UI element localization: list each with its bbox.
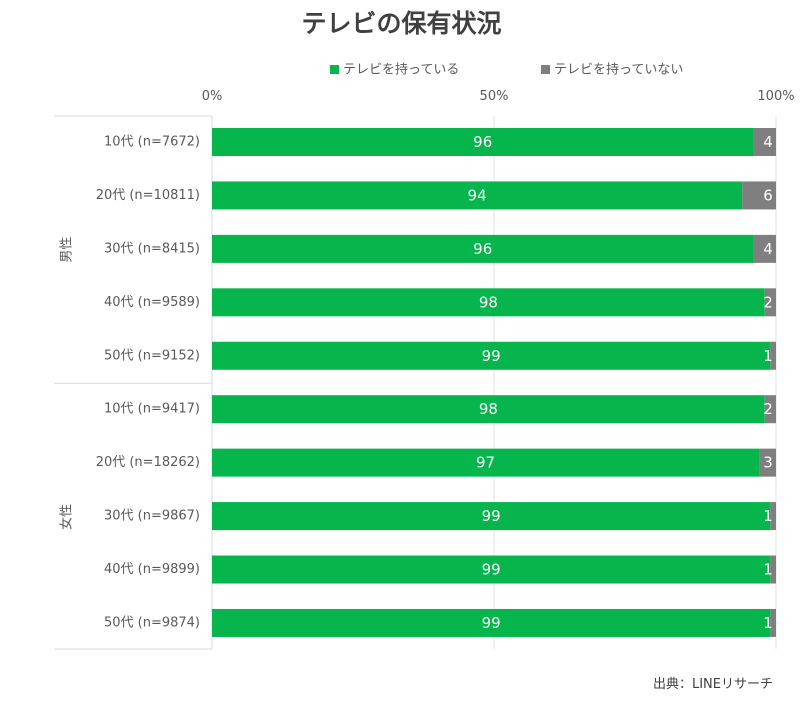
bar-owns-tv (212, 608, 771, 637)
category-label: 10代 (n=7672) (104, 135, 200, 150)
data-label-owns-tv: 99 (482, 614, 501, 632)
data-label-owns-tv: 97 (476, 454, 495, 472)
data-label-no-tv: 1 (763, 614, 773, 632)
bar-owns-tv (212, 288, 765, 317)
data-label-owns-tv: 98 (479, 400, 498, 418)
bar-owns-tv (212, 341, 771, 370)
group-label: 女性 (59, 504, 75, 530)
bar-no-tv (764, 288, 776, 317)
legend-label: テレビを持っている (343, 63, 459, 78)
bar-no-tv (759, 448, 776, 477)
bar-no-tv (770, 341, 776, 370)
x-tick-label: 0% (202, 89, 223, 104)
bar-no-tv (742, 181, 776, 210)
bar-no-tv (764, 395, 776, 424)
bar-no-tv (770, 608, 776, 637)
source-note: 出典：LINEリサーチ (652, 677, 773, 692)
category-label: 20代 (n=10811) (96, 188, 200, 203)
category-label: 30代 (n=8415) (104, 241, 200, 256)
legend-label: テレビを持っていない (554, 63, 683, 78)
x-tick-label: 50% (480, 89, 509, 104)
legend-swatch (330, 65, 339, 74)
bars: 96 4 94 6 96 4 98 2 99 1 98 2 97 3 99 1 99 1 99 1 (212, 128, 776, 637)
data-label-no-tv: 6 (763, 186, 773, 204)
bar-no-tv (753, 234, 776, 263)
data-label-owns-tv: 96 (473, 240, 492, 258)
category-labels: 10代 (n=7672) 20代 (n=10811) 30代 (n=8415) 40代… (96, 135, 200, 631)
data-label-owns-tv: 99 (482, 347, 501, 365)
data-label-owns-tv: 99 (482, 561, 501, 579)
data-label-no-tv: 3 (763, 454, 773, 472)
data-label-no-tv: 2 (763, 400, 773, 418)
group-label: 男性 (60, 237, 75, 263)
data-label-owns-tv: 99 (482, 507, 501, 525)
bar-no-tv (770, 502, 776, 531)
bar-owns-tv (212, 181, 743, 210)
category-label: 40代 (n=9899) (104, 562, 200, 577)
legend-swatch (541, 65, 550, 74)
data-label-no-tv: 1 (763, 347, 773, 365)
bar-owns-tv (212, 448, 760, 477)
category-label: 50代 (n=9874) (104, 615, 200, 630)
data-label-no-tv: 1 (763, 561, 773, 579)
x-axis-ticks: 0% 50% 100% (202, 89, 795, 104)
data-label-owns-tv: 94 (468, 186, 487, 204)
category-label: 20代 (n=18262) (96, 455, 200, 470)
bar-owns-tv (212, 395, 765, 424)
chart-title: テレビの保有状況 (301, 9, 502, 38)
x-tick-label: 100% (757, 89, 794, 104)
data-label-no-tv: 4 (763, 133, 773, 151)
category-label: 40代 (n=9589) (104, 295, 200, 310)
category-label: 30代 (n=9867) (104, 509, 200, 524)
data-label-no-tv: 1 (763, 507, 773, 525)
bar-owns-tv (212, 234, 754, 263)
data-label-no-tv: 2 (763, 293, 773, 311)
legend: テレビを持っている テレビを持っていない (330, 63, 683, 78)
data-label-owns-tv: 96 (473, 133, 492, 151)
bar-owns-tv (212, 128, 754, 156)
bar-no-tv (770, 555, 776, 584)
data-label-owns-tv: 98 (479, 293, 498, 311)
bar-no-tv (753, 128, 776, 156)
data-label-no-tv: 4 (763, 240, 773, 258)
bar-owns-tv (212, 555, 771, 584)
category-label: 10代 (n=9417) (104, 402, 200, 417)
category-label: 50代 (n=9152) (104, 348, 200, 363)
bar-owns-tv (212, 502, 771, 531)
